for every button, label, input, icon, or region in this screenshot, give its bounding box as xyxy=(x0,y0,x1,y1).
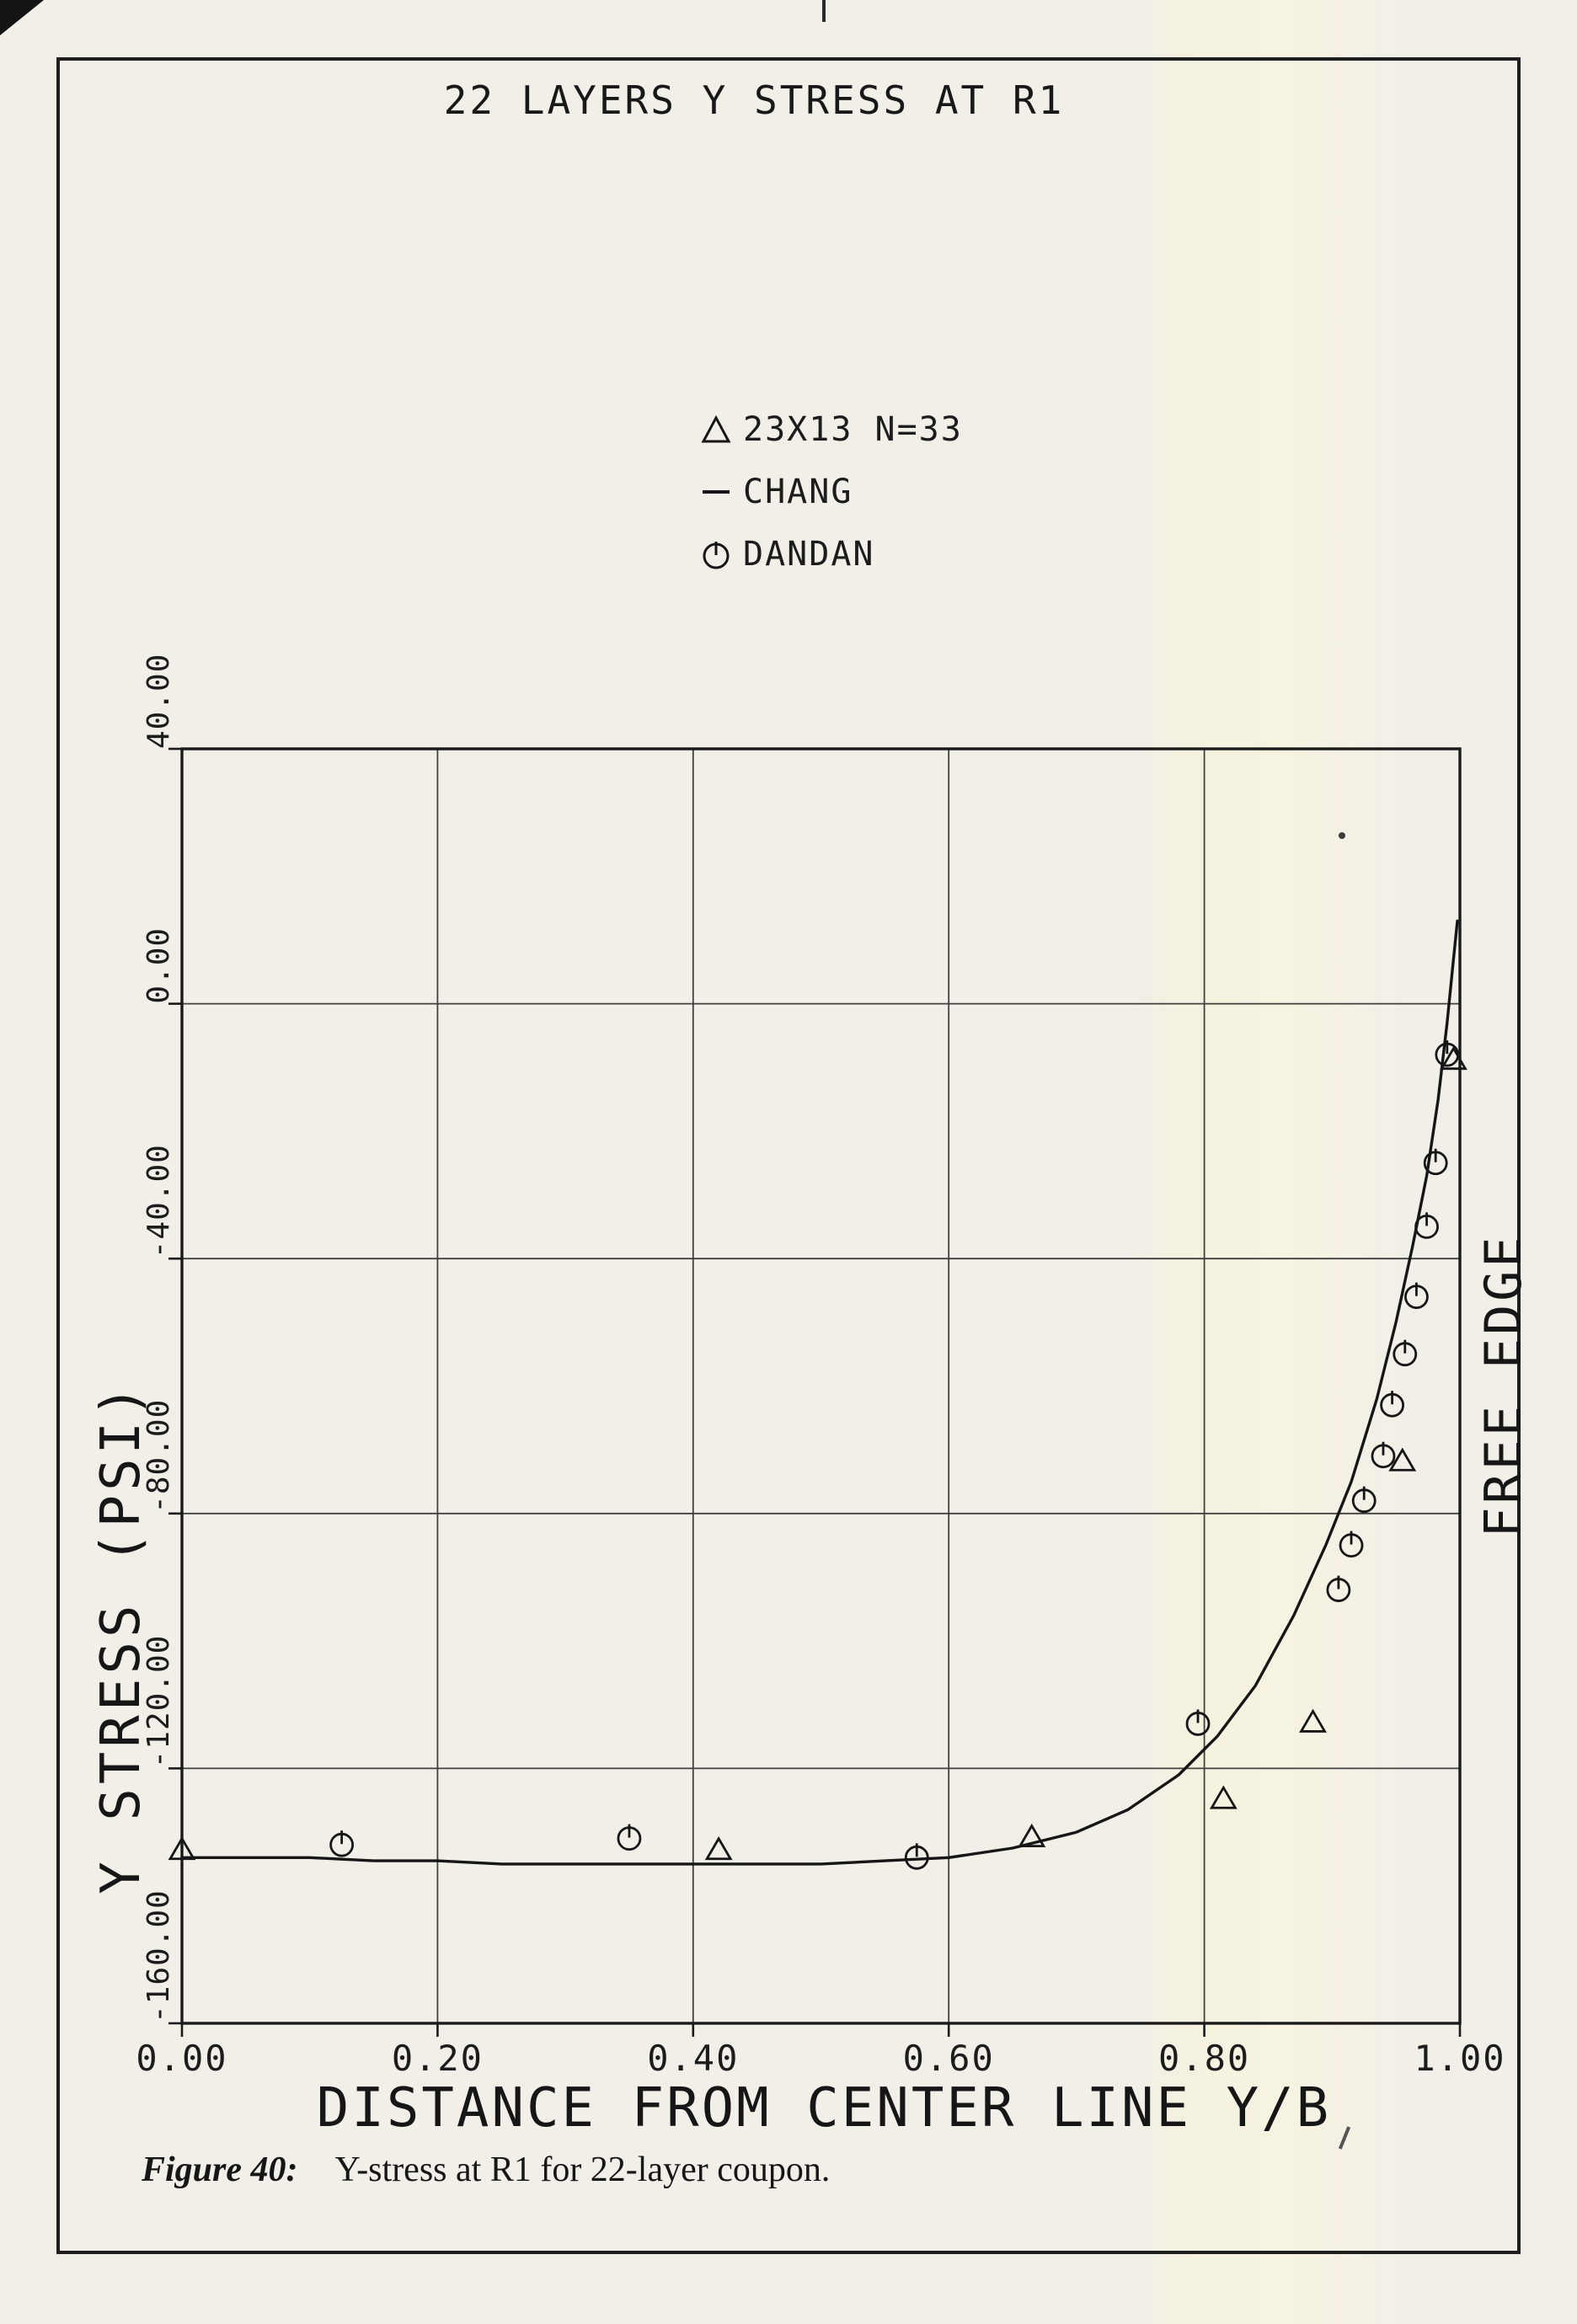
figure-caption-label: Figure 40: xyxy=(142,2150,298,2189)
figure-caption-text: Y-stress at R1 for 22-layer coupon. xyxy=(334,2150,831,2189)
y-axis-label: Y STRESS (PSI) xyxy=(90,1381,152,1894)
free-edge-label: FREE EDGE xyxy=(1474,1233,1533,1538)
y-tick-label: 40.00 xyxy=(142,654,176,749)
legend-label-line: CHANG xyxy=(743,473,853,511)
scan-speck xyxy=(1339,832,1345,839)
plot-border xyxy=(180,747,1462,2025)
triangle-data-marker xyxy=(1299,1708,1327,1733)
triangle-data-marker xyxy=(1388,1447,1417,1472)
triangle-data-marker xyxy=(1439,1045,1467,1071)
scan-artifact-line xyxy=(822,0,826,22)
triangle-marker-icon xyxy=(689,411,743,448)
figure-caption: Figure 40: Y-stress at R1 for 22-layer co… xyxy=(142,2150,830,2190)
triangle-data-marker xyxy=(1018,1823,1046,1848)
y-tick-label: -40.00 xyxy=(142,1144,176,1258)
circle-marker-icon xyxy=(689,536,743,573)
figure-border-frame xyxy=(56,57,1521,2254)
chart-title: 22 LAYERS Y STRESS AT R1 xyxy=(443,77,1065,123)
y-tick-label: -120.00 xyxy=(142,1635,176,1769)
chart-legend: 23X13 N=33 CHANG DANDAN xyxy=(689,398,963,585)
y-tick-label: -160.00 xyxy=(142,1889,176,2023)
x-axis-label: DISTANCE FROM CENTER LINE Y/B xyxy=(316,2077,1332,2140)
legend-row-line: CHANG xyxy=(689,461,963,523)
triangle-data-marker xyxy=(704,1835,733,1861)
x-tick-label: 0.00 xyxy=(136,2038,227,2079)
triangle-data-marker xyxy=(168,1835,196,1861)
x-tick-label: 0.80 xyxy=(1158,2038,1250,2079)
legend-row-circle: DANDAN xyxy=(689,523,963,585)
legend-row-triangle: 23X13 N=33 xyxy=(689,398,963,461)
x-tick-label: 0.60 xyxy=(903,2038,995,2079)
scan-artifact-corner xyxy=(0,0,44,35)
legend-label-triangle: 23X13 N=33 xyxy=(743,410,963,449)
dash-marker-icon xyxy=(689,473,743,510)
x-tick-label: 1.00 xyxy=(1414,2038,1505,2079)
triangle-data-marker xyxy=(1209,1785,1238,1809)
x-tick-label: 0.20 xyxy=(392,2038,484,2079)
y-tick-label: -80.00 xyxy=(142,1399,176,1514)
x-tick-label: 0.40 xyxy=(647,2038,739,2079)
y-tick-label: 0.00 xyxy=(142,927,176,1004)
chang-curve xyxy=(180,919,1459,1866)
legend-label-circle: DANDAN xyxy=(743,535,875,574)
